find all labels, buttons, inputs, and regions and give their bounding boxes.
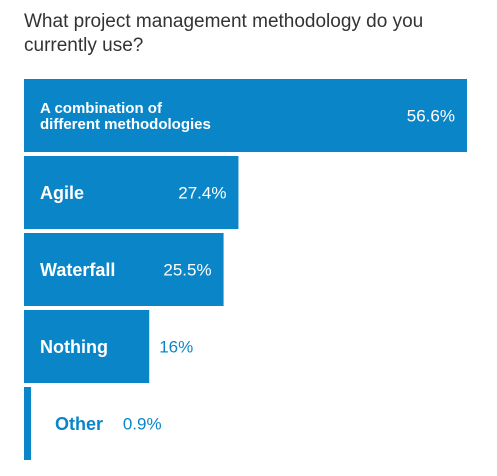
category-label-4: Other (55, 414, 103, 434)
value-label-0: 56.6% (407, 107, 455, 126)
category-label-1: Agile (40, 183, 84, 203)
chart-title: What project management methodology do y… (24, 11, 424, 56)
bar-4 (24, 387, 32, 460)
category-label-2: Waterfall (40, 260, 115, 280)
bar-2 (24, 233, 224, 306)
bar-1 (24, 156, 239, 229)
value-label-2: 25.5% (163, 261, 211, 280)
value-label-3: 16% (159, 338, 193, 357)
bar-3 (24, 310, 150, 383)
category-label-0: A combination of different methodologies (40, 100, 211, 133)
value-label-4: 0.9% (123, 415, 162, 434)
value-label-1: 27.4% (178, 184, 226, 203)
bar-0 (24, 79, 467, 152)
category-label-3: Nothing (40, 337, 108, 357)
